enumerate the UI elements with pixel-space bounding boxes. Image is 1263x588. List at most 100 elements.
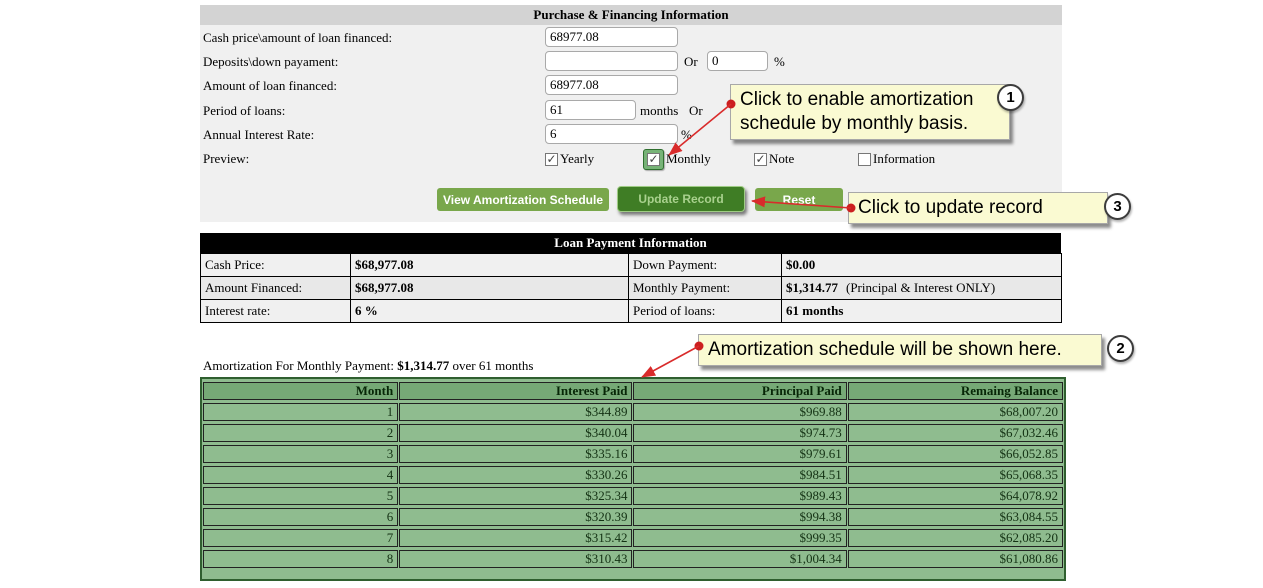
amort-cell: $989.43 [633,487,847,505]
cash-price-row: Cash price\amount of loan financed: [200,27,1062,49]
amortization-caption: Amortization For Monthly Payment: $1,314… [203,358,533,374]
loan-value: $1,314.77 (Principal & Interest ONLY) [781,276,1062,300]
amort-cell: $61,080.86 [847,550,1063,568]
deposits-input[interactable] [545,51,678,71]
preview-row: Preview: ✓ Yearly ✓ Monthly ✓ Note Information [200,148,1062,170]
interest-label: Annual Interest Rate: [203,127,315,142]
amort-cell: $62,085.20 [847,529,1063,547]
arrow-2-to-amortization-table [641,341,704,378]
loan-payment-info-title: Loan Payment Information [200,233,1061,253]
amortization-caption-suffix: over 61 months [449,358,534,373]
amort-cell: $984.51 [633,466,847,484]
loan-label: Interest rate: [200,299,351,323]
amort-cell: $66,052.85 [847,445,1063,463]
amort-cell: $330.26 [399,466,633,484]
callout-enable-monthly: Click to enable amortization schedule by… [730,84,1010,140]
cash-price-label: Cash price\amount of loan financed: [203,30,393,45]
amort-cell: $320.39 [399,508,633,526]
checkbox-checked-icon[interactable]: ✓ [754,151,767,166]
amort-cell: $969.88 [633,403,847,421]
loan-info-row: Amount Financed: $68,977.08 Monthly Paymen… [200,276,1062,300]
amort-cell: $344.89 [399,403,633,421]
amount-financed-row: Amount of loan financed: [200,75,1062,97]
checkbox-label: Yearly [560,151,595,166]
interest-input[interactable] [545,124,678,144]
checkbox-checked-icon[interactable]: ✓ [647,151,660,166]
amount-financed-label: Amount of loan financed: [203,78,337,93]
amort-row: 4 $330.26 $984.51 $65,068.35 [203,466,1063,484]
amort-cell: $335.16 [399,445,633,463]
checkbox-label: Note [769,151,795,166]
period-input[interactable] [545,100,636,120]
amort-cell: 3 [203,445,399,463]
callout-number-3: 3 [1104,193,1131,220]
deposits-percent-input[interactable] [707,51,768,71]
amortization-table: Month Interest Paid Principal Paid Remaing … [202,379,1064,571]
checkbox-checked-icon[interactable]: ✓ [545,151,558,166]
amort-cell: 2 [203,424,399,442]
amort-row: 2 $340.04 $974.73 $67,032.46 [203,424,1063,442]
amort-column-header: Interest Paid [399,382,633,400]
callout-number-1: 1 [997,84,1024,111]
amort-cell: $974.73 [633,424,847,442]
callout-schedule-shown: Amortization schedule will be shown here… [698,334,1102,366]
amort-cell: $325.34 [399,487,633,505]
loan-value: $68,977.08 [350,276,629,300]
amort-row: 5 $325.34 $989.43 $64,078.92 [203,487,1063,505]
amort-cell: $310.43 [399,550,633,568]
view-amortization-schedule-button[interactable]: View Amortization Schedule [437,188,609,211]
amort-row: 8 $310.43 $1,004.34 $61,080.86 [203,550,1063,568]
loan-label: Monthly Payment: [628,276,782,300]
interest-unit-label: % [681,127,692,142]
preview-option-note[interactable]: ✓ Note [754,148,794,170]
loan-value-note: (Principal & Interest ONLY) [846,280,996,295]
amortization-caption-amount: $1,314.77 [397,358,450,373]
checkbox-label: Information [873,151,936,166]
amort-header-row: Month Interest Paid Principal Paid Remaing … [203,382,1063,400]
preview-label: Preview: [203,151,250,166]
amort-row: 6 $320.39 $994.38 $63,084.55 [203,508,1063,526]
amount-financed-input[interactable] [545,75,678,95]
amort-cell: $63,084.55 [847,508,1063,526]
interest-row: Annual Interest Rate: % [200,124,1062,146]
amort-cell: $999.35 [633,529,847,547]
amort-cell: $65,068.35 [847,466,1063,484]
checkbox-unchecked-icon[interactable] [858,152,871,166]
amort-cell: $64,078.92 [847,487,1063,505]
amort-cell: $340.04 [399,424,633,442]
amortization-caption-prefix: Amortization For Monthly Payment: [203,358,398,373]
cash-price-input[interactable] [545,27,678,47]
preview-option-information[interactable]: Information [858,148,935,170]
loan-info-row: Cash Price: $68,977.08 Down Payment: $0.00 [200,253,1062,277]
deposits-row: Deposits\down payament: Or % [200,51,1062,73]
loan-label: Down Payment: [628,253,782,277]
amortization-schedule-region: Month Interest Paid Principal Paid Remaing … [200,377,1066,581]
preview-option-monthly[interactable]: ✓ Monthly [643,148,711,170]
amort-cell: 1 [203,403,399,421]
loan-value: $0.00 [781,253,1062,277]
period-label: Period of loans: [203,103,286,118]
deposits-or-label: Or [684,54,698,69]
update-record-button[interactable]: Update Record [617,186,745,212]
checkbox-label: Monthly [666,151,711,166]
amort-cell: $1,004.34 [633,550,847,568]
amort-column-header: Principal Paid [633,382,847,400]
loan-value: 6 % [350,299,629,323]
period-or-label: Or [689,103,703,118]
preview-option-yearly[interactable]: ✓ Yearly [545,148,594,170]
reset-button[interactable]: Reset [755,188,843,211]
loan-label: Cash Price: [200,253,351,277]
amort-cell: 5 [203,487,399,505]
amort-cell: 7 [203,529,399,547]
loan-value: $68,977.08 [350,253,629,277]
deposits-percent-sign: % [774,54,785,69]
loan-payment-info-panel: Loan Payment Information Cash Price: $68,… [200,233,1062,323]
loan-payment-info-table: Cash Price: $68,977.08 Down Payment: $0.00 A… [200,253,1062,323]
callout-number-2: 2 [1107,335,1134,362]
amort-cell: $979.61 [633,445,847,463]
amort-cell: 4 [203,466,399,484]
amort-cell: 8 [203,550,399,568]
loan-label: Period of loans: [628,299,782,323]
loan-value: 61 months [781,299,1062,323]
